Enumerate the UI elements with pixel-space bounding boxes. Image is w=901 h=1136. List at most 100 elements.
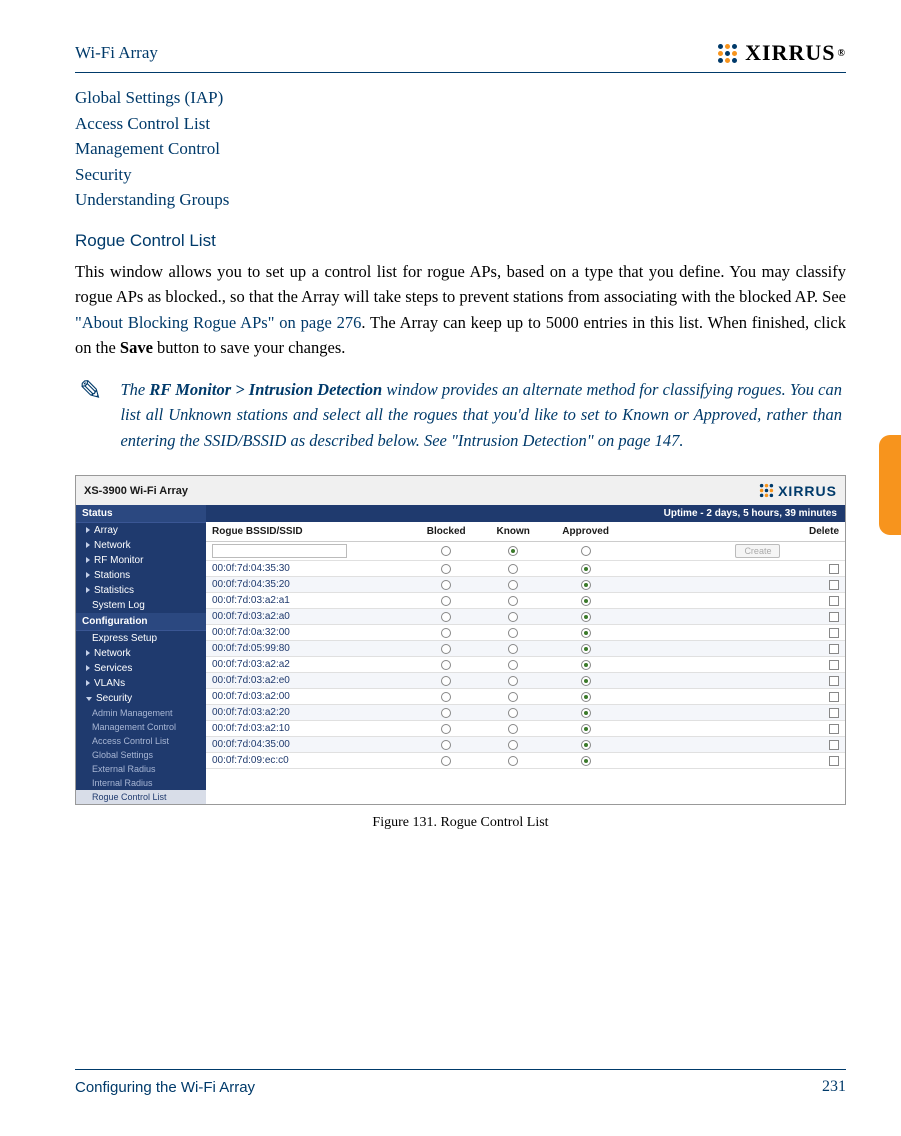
th-blocked: Blocked [411,522,482,542]
radio-known[interactable] [508,644,518,654]
radio-blocked[interactable] [441,596,451,606]
radio-approved[interactable] [581,676,591,686]
nav-link-mgmt-control[interactable]: Management Control [75,136,846,162]
delete-checkbox[interactable] [829,644,839,654]
radio-blocked[interactable] [441,756,451,766]
radio-known[interactable] [508,546,518,556]
radio-known[interactable] [508,756,518,766]
sidebar-item[interactable]: Access Control List [76,734,206,748]
delete-checkbox[interactable] [829,692,839,702]
delete-checkbox[interactable] [829,628,839,638]
radio-known[interactable] [508,740,518,750]
radio-approved[interactable] [581,660,591,670]
nav-link-groups[interactable]: Understanding Groups [75,187,846,213]
radio-known[interactable] [508,612,518,622]
table-row: 00:0f:7d:04:35:00 [206,737,845,753]
ss-bssid-input[interactable] [212,544,347,558]
radio-blocked[interactable] [441,708,451,718]
radio-approved[interactable] [581,612,591,622]
ss-new-row: Create [206,542,845,561]
sidebar-item[interactable]: Network [76,538,206,553]
note-bold: RF Monitor > Intrusion Detection [149,380,382,399]
radio-blocked[interactable] [441,580,451,590]
sidebar-item-rogue-control[interactable]: Rogue Control List [76,790,206,804]
sidebar-item[interactable]: External Radius [76,762,206,776]
cell-bssid: 00:0f:7d:03:a2:a1 [206,593,411,609]
radio-approved[interactable] [581,724,591,734]
radio-blocked[interactable] [441,612,451,622]
radio-approved[interactable] [581,580,591,590]
create-button[interactable]: Create [735,544,780,558]
radio-approved[interactable] [581,564,591,574]
sidebar-item[interactable]: Array [76,523,206,538]
ss-table: Rogue BSSID/SSID Blocked Known Approved … [206,522,845,769]
ss-sidebar: Status ArrayNetworkRF MonitorStationsSta… [76,505,206,804]
delete-checkbox[interactable] [829,564,839,574]
radio-known[interactable] [508,724,518,734]
sidebar-item[interactable]: Security [76,691,206,706]
ss-body: Status ArrayNetworkRF MonitorStationsSta… [76,505,845,804]
radio-blocked[interactable] [441,660,451,670]
delete-checkbox[interactable] [829,708,839,718]
radio-approved[interactable] [581,596,591,606]
radio-blocked[interactable] [441,564,451,574]
radio-known[interactable] [508,692,518,702]
radio-approved[interactable] [581,644,591,654]
radio-blocked[interactable] [441,740,451,750]
radio-known[interactable] [508,596,518,606]
radio-blocked[interactable] [441,724,451,734]
table-row: 00:0f:7d:05:99:80 [206,641,845,657]
sidebar-item[interactable]: VLANs [76,676,206,691]
radio-approved[interactable] [581,692,591,702]
delete-checkbox[interactable] [829,660,839,670]
table-row: 00:0f:7d:03:a2:e0 [206,673,845,689]
radio-known[interactable] [508,660,518,670]
ss-config-header: Configuration [76,613,206,631]
th-approved: Approved [545,522,627,542]
delete-checkbox[interactable] [829,740,839,750]
page-footer: Configuring the Wi-Fi Array 231 [75,1069,846,1096]
sidebar-item[interactable]: RF Monitor [76,553,206,568]
th-bssid: Rogue BSSID/SSID [206,522,411,542]
nav-link-global-settings[interactable]: Global Settings (IAP) [75,85,846,111]
radio-blocked[interactable] [441,546,451,556]
sidebar-item[interactable]: Management Control [76,720,206,734]
ss-express-setup[interactable]: Express Setup [76,631,206,646]
radio-known[interactable] [508,580,518,590]
cell-bssid: 00:0f:7d:09:ec:c0 [206,753,411,769]
delete-checkbox[interactable] [829,596,839,606]
sidebar-item[interactable]: Stations [76,568,206,583]
ss-system-log[interactable]: System Log [76,598,206,613]
nav-link-security[interactable]: Security [75,162,846,188]
radio-approved[interactable] [581,628,591,638]
sidebar-item[interactable]: Network [76,646,206,661]
radio-approved[interactable] [581,546,591,556]
radio-known[interactable] [508,628,518,638]
radio-known[interactable] [508,676,518,686]
delete-checkbox[interactable] [829,612,839,622]
about-blocking-link[interactable]: "About Blocking Rogue APs" on page 276 [75,313,361,332]
cell-bssid: 00:0f:7d:0a:32:00 [206,625,411,641]
radio-approved[interactable] [581,740,591,750]
radio-approved[interactable] [581,708,591,718]
radio-blocked[interactable] [441,676,451,686]
note-prefix: The [120,380,149,399]
sidebar-item[interactable]: Statistics [76,583,206,598]
delete-checkbox[interactable] [829,580,839,590]
sidebar-item[interactable]: Admin Management [76,706,206,720]
radio-known[interactable] [508,564,518,574]
delete-checkbox[interactable] [829,756,839,766]
cell-bssid: 00:0f:7d:03:a2:a2 [206,657,411,673]
delete-checkbox[interactable] [829,724,839,734]
sidebar-item[interactable]: Services [76,661,206,676]
para-text-1a: This window allows you to set up a contr… [75,262,846,307]
radio-approved[interactable] [581,756,591,766]
radio-blocked[interactable] [441,692,451,702]
sidebar-item[interactable]: Internal Radius [76,776,206,790]
delete-checkbox[interactable] [829,676,839,686]
nav-link-acl[interactable]: Access Control List [75,111,846,137]
radio-known[interactable] [508,708,518,718]
radio-blocked[interactable] [441,628,451,638]
sidebar-item[interactable]: Global Settings [76,748,206,762]
radio-blocked[interactable] [441,644,451,654]
